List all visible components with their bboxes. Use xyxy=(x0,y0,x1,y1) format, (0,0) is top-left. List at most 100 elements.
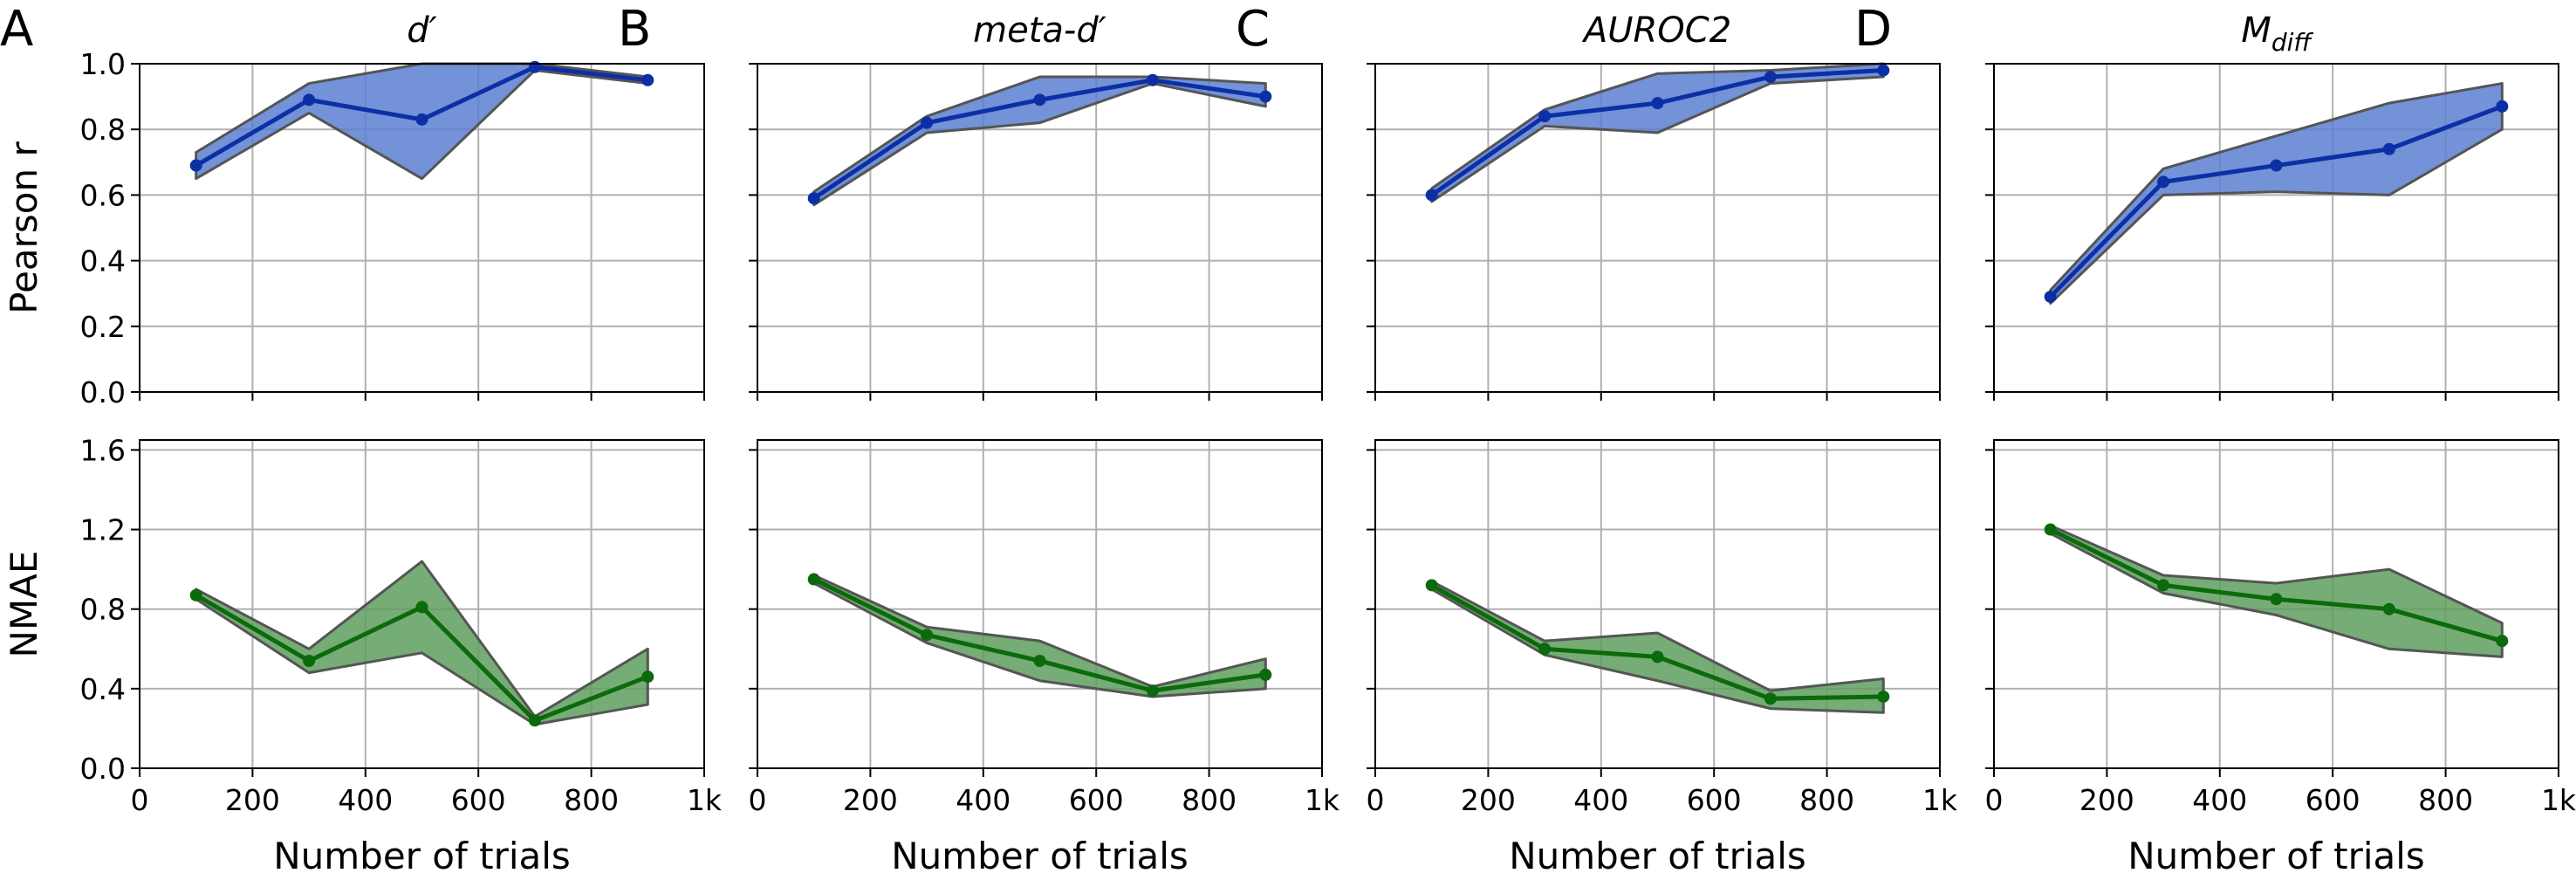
data-point xyxy=(1146,684,1159,698)
axes-frame xyxy=(757,63,1323,393)
confidence-band xyxy=(2049,82,2504,305)
x-tick-label: 800 xyxy=(2418,783,2473,817)
y-tick-label: 0.6 xyxy=(80,178,126,212)
axes-frame xyxy=(1993,63,2559,393)
data-point xyxy=(1651,97,1664,110)
panel-title-main: d′ xyxy=(407,10,436,51)
y-tick-label: 0.4 xyxy=(80,244,126,278)
data-point xyxy=(921,629,934,642)
confidence-band xyxy=(1430,62,1885,203)
data-point xyxy=(2157,579,2170,592)
axes-frame xyxy=(139,439,705,769)
x-tick-label: 400 xyxy=(338,783,393,817)
data-point xyxy=(528,60,541,73)
x-tick-label: 200 xyxy=(225,783,280,817)
pearson-axes xyxy=(1367,62,1941,401)
data-point xyxy=(807,573,820,586)
panel-c: C AUROC2 0 200 400 600 800 1k Number of trials xyxy=(1236,1,1958,877)
data-point xyxy=(1259,90,1272,103)
x-tick-label: 1k xyxy=(687,783,723,817)
axes-frame xyxy=(1993,439,2559,769)
data-point xyxy=(303,93,316,107)
panel-title: meta-d′ xyxy=(973,10,1106,51)
x-axis-label: Number of trials xyxy=(891,835,1189,877)
confidence-band xyxy=(2049,524,2504,658)
nmae-axes: 0 200 400 600 800 1k xyxy=(1367,439,1958,817)
x-tick-label: 200 xyxy=(1461,783,1516,817)
panel-letter: D xyxy=(1854,1,1892,58)
data-point xyxy=(415,601,428,614)
x-tick-label: 400 xyxy=(1573,783,1628,817)
panel-letter: A xyxy=(0,1,33,58)
panel-title: Mdiff xyxy=(2241,10,2313,57)
data-point xyxy=(2382,142,2395,155)
data-point xyxy=(1538,643,1552,656)
data-point xyxy=(1033,93,1046,107)
data-point xyxy=(1764,692,1777,705)
x-tick-label: 600 xyxy=(1687,783,1742,817)
panel-letter: B xyxy=(618,1,651,58)
x-tick-label: 1k xyxy=(2541,783,2576,817)
data-point xyxy=(1425,189,1438,202)
x-tick-label: 400 xyxy=(956,783,1011,817)
data-point xyxy=(1259,668,1272,681)
x-tick-label: 0 xyxy=(131,783,149,817)
data-point xyxy=(2382,602,2395,615)
x-tick-label: 400 xyxy=(2192,783,2247,817)
panel-title-main: AUROC2 xyxy=(1581,10,1731,51)
x-tick-label: 800 xyxy=(1182,783,1237,817)
x-tick-label: 800 xyxy=(564,783,619,817)
data-point xyxy=(1425,579,1438,592)
axes-frame xyxy=(757,439,1323,769)
panel-title-main: M xyxy=(2241,10,2271,51)
data-point xyxy=(1538,110,1552,123)
pearson-axes: 0.0 0.2 0.4 0.6 0.8 1.0 Pearson r xyxy=(3,47,705,409)
data-point xyxy=(415,113,428,126)
panel-title: d′ xyxy=(407,10,436,51)
data-point xyxy=(1146,73,1159,86)
nmae-axes: 0.0 0.4 0.8 1.2 1.6 0 200 400 600 800 1k NMAE xyxy=(3,433,723,817)
x-tick-label: 200 xyxy=(2079,783,2134,817)
data-point xyxy=(1033,654,1046,667)
data-point xyxy=(2044,290,2057,303)
pearson-axes xyxy=(1985,63,2559,401)
panel-d: D Mdiff 0 200 400 600 800 1k Number of trials xyxy=(1854,1,2576,877)
data-point xyxy=(1877,690,1890,703)
x-tick-label: 600 xyxy=(2305,783,2360,817)
y-tick-label: 0.0 xyxy=(80,375,126,409)
x-tick-label: 800 xyxy=(1799,783,1854,817)
data-point xyxy=(1651,650,1664,663)
data-point xyxy=(641,73,654,86)
data-point xyxy=(921,116,934,129)
x-tick-label: 600 xyxy=(451,783,506,817)
nmae-axes: 0 200 400 600 800 1k xyxy=(1985,439,2576,817)
x-tick-label: 0 xyxy=(1367,783,1385,817)
y-tick-label: 0.8 xyxy=(80,593,126,627)
x-tick-label: 200 xyxy=(843,783,898,817)
axes-frame xyxy=(1374,439,1941,769)
panel-letter: C xyxy=(1236,1,1270,58)
panel-title: AUROC2 xyxy=(1581,10,1731,51)
axes-frame xyxy=(1374,63,1941,393)
data-point xyxy=(528,714,541,727)
x-tick-label: 0 xyxy=(1985,783,2004,817)
y-axis-label: NMAE xyxy=(3,551,45,658)
y-tick-label: 0.4 xyxy=(80,672,126,706)
data-point xyxy=(303,654,316,667)
pearson-axes xyxy=(749,63,1323,401)
x-axis-label: Number of trials xyxy=(1509,835,1806,877)
data-point xyxy=(2496,100,2509,113)
x-tick-label: 1k xyxy=(1922,783,1958,817)
y-tick-label: 1.6 xyxy=(80,433,126,467)
y-tick-label: 0.8 xyxy=(80,113,126,147)
panel-title-main: meta-d′ xyxy=(973,10,1106,51)
x-axis-label: Number of trials xyxy=(273,835,571,877)
x-tick-label: 600 xyxy=(1069,783,1124,817)
data-point xyxy=(189,588,202,602)
data-point xyxy=(1877,64,1890,77)
data-point xyxy=(807,192,820,205)
confidence-band xyxy=(1430,580,1885,714)
